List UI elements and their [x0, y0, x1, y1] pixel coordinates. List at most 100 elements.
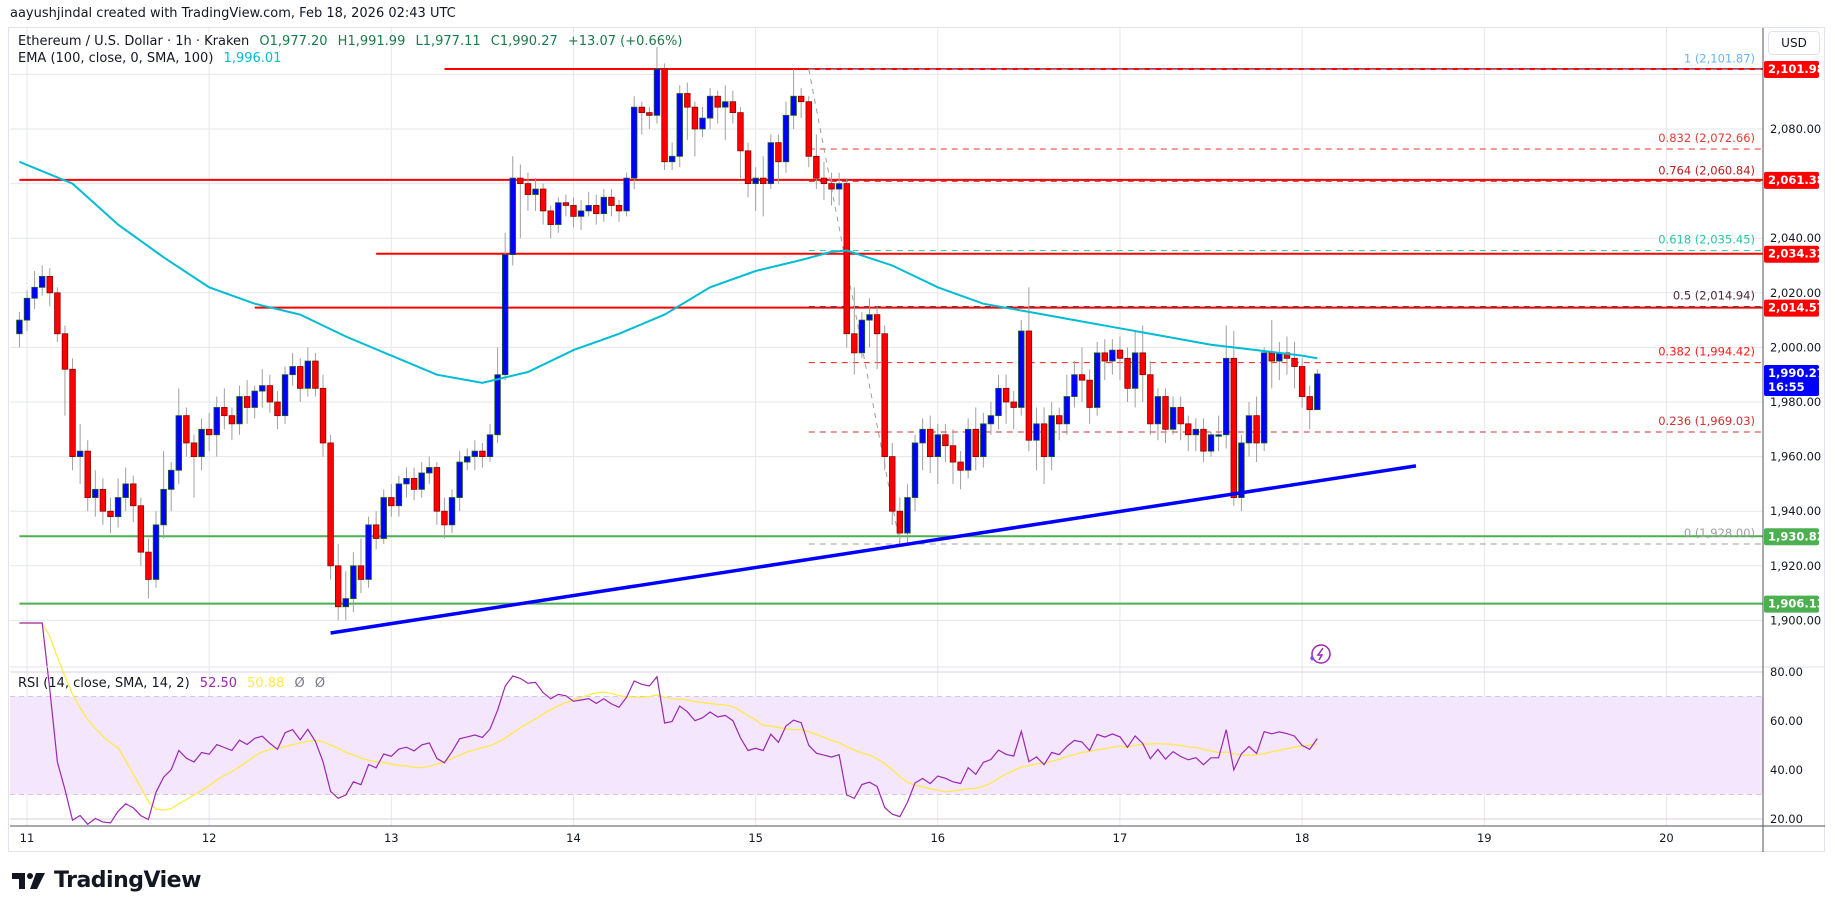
lightning-icon[interactable] — [1310, 644, 1331, 664]
candle-body — [312, 360, 319, 389]
candle-body — [372, 524, 380, 539]
bullish-candle — [1093, 341, 1101, 416]
ema-legend: EMA (100, close, 0, SMA, 100) 1,996.01 — [18, 51, 287, 66]
bearish-candle — [1086, 369, 1093, 424]
bearish-candle — [410, 467, 418, 501]
bearish-candle — [1040, 407, 1048, 484]
bearish-candle — [714, 90, 721, 124]
bearish-candle — [1056, 407, 1063, 441]
candle-body — [342, 598, 349, 608]
rsi-label[interactable]: RSI (14, close, SMA, 14, 2) — [18, 676, 190, 691]
bullish-candle — [1131, 331, 1139, 408]
bearish-candle — [843, 178, 850, 348]
candle-body — [964, 428, 972, 471]
ema-100-line — [19, 160, 1318, 384]
candle-body — [1314, 373, 1321, 411]
rsi-axis-label: 60.00 — [1770, 714, 1803, 728]
fib-level-label: 0 (1,928.00) — [1684, 526, 1755, 540]
bearish-candle — [190, 434, 198, 498]
bearish-candle — [889, 442, 896, 525]
bearish-candle — [441, 497, 448, 539]
candle-body — [433, 467, 441, 512]
bearish-candle — [297, 358, 304, 402]
candle-body — [494, 374, 501, 436]
bearish-candle — [1283, 336, 1291, 375]
candle-body — [706, 95, 714, 119]
bearish-candle — [797, 88, 805, 119]
time-axis-label: 13 — [384, 831, 399, 845]
candle-body — [464, 456, 471, 463]
candle-body — [501, 254, 509, 376]
bearish-candle — [1177, 396, 1184, 441]
rsi-axis-label: 80.00 — [1770, 665, 1803, 679]
bearish-candle — [661, 63, 668, 170]
level-price-tag — [1764, 60, 1819, 78]
bullish-candle — [1154, 388, 1162, 441]
bullish-candle — [509, 156, 516, 266]
bullish-candle — [919, 418, 926, 471]
bearish-candle — [646, 107, 653, 129]
bearish-candle — [1101, 339, 1108, 381]
bearish-candle — [1139, 325, 1146, 402]
candle-body — [638, 106, 645, 114]
candle-body — [600, 196, 608, 215]
candle-body — [114, 497, 122, 518]
fibonacci-retracement: 1 (2,101.87) 0.832 (2,072.66) 0.764 (2,060… — [808, 51, 1763, 545]
bullish-candle — [31, 270, 38, 310]
candle-body — [1033, 423, 1040, 441]
rsi-legend: RSI (14, close, SMA, 14, 2) 52.50 50.88 … — [18, 676, 331, 691]
bullish-candle — [471, 440, 479, 471]
bullish-candle — [866, 298, 873, 348]
candle-body — [646, 112, 653, 116]
candle-body — [1147, 374, 1154, 425]
bearish-candle — [608, 189, 615, 217]
tradingview-logo[interactable]: TradingView — [12, 868, 201, 893]
bearish-candle — [638, 101, 645, 135]
level-price-label: 1,930.82 — [1768, 529, 1825, 543]
candle-body — [99, 488, 107, 512]
level-price-label: 2,101.98 — [1768, 62, 1825, 76]
candle-body — [1268, 352, 1275, 362]
candle-body — [479, 450, 486, 458]
candle-body — [1056, 415, 1063, 425]
candle-body — [395, 483, 403, 507]
symbol-name[interactable]: Ethereum / U.S. Dollar · 1h · Kraken — [18, 34, 250, 49]
candle-body — [760, 177, 767, 184]
level-price-label: 2,014.57 — [1768, 301, 1825, 315]
bullish-candle — [456, 451, 463, 512]
bullish-candle — [1018, 320, 1025, 416]
candle-body — [555, 202, 562, 225]
bearish-candle — [820, 161, 828, 200]
bullish-candle — [76, 423, 84, 484]
candle-body — [1306, 396, 1313, 411]
bullish-candle — [464, 448, 471, 471]
candle-body — [61, 333, 69, 370]
bullish-candle — [501, 232, 509, 381]
candle-body — [517, 177, 524, 184]
time-axis-label: 19 — [1477, 831, 1492, 845]
price-axis-label: 1,920.00 — [1770, 559, 1821, 573]
rsi-axis-label: 20.00 — [1770, 812, 1803, 826]
rsi-value: 52.50 — [199, 676, 238, 691]
axes: 11 12 13 14 15 16 17 18 19 20 2,080.00 2,040.00 2,02… — [10, 28, 1825, 852]
ema-label[interactable]: EMA (100, close, 0, SMA, 100) — [18, 51, 214, 66]
currency-button[interactable]: USD — [1768, 31, 1820, 55]
candle-body — [782, 114, 790, 163]
bearish-candle — [54, 287, 61, 342]
bearish-candle — [46, 268, 53, 307]
candle-body — [1215, 434, 1222, 437]
tradingview-logo-icon — [12, 872, 45, 889]
candle-body — [1207, 434, 1215, 452]
candle-body — [828, 183, 835, 190]
level-price-tag — [1764, 245, 1819, 263]
candle-body — [752, 177, 759, 184]
bearish-candle — [691, 101, 699, 157]
bullish-candle — [767, 134, 775, 190]
bearish-candle — [949, 429, 957, 484]
bearish-candle — [517, 164, 524, 239]
bullish-candle — [494, 347, 501, 443]
ema-value: 1,996.01 — [223, 51, 282, 66]
ohlc-open: O1,977.20 — [259, 34, 328, 49]
bearish-candle — [1268, 320, 1275, 389]
